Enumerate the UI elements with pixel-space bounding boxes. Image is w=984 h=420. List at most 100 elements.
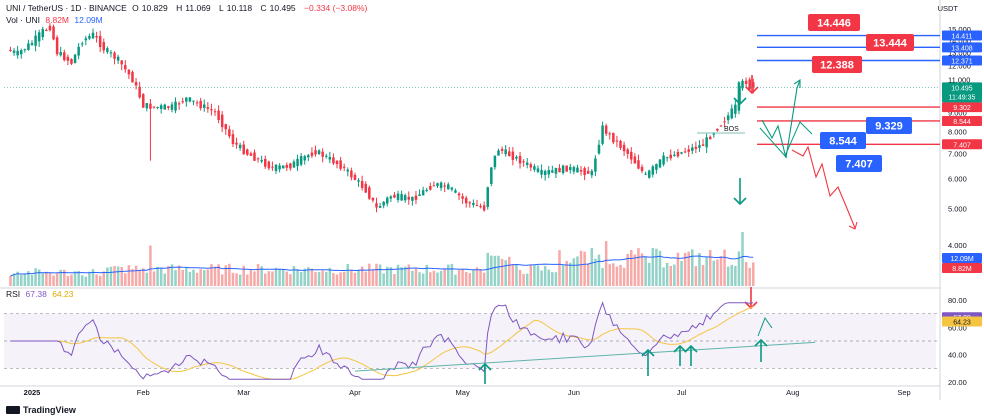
candle-body	[278, 165, 281, 170]
candle-body	[687, 149, 690, 152]
volume-bar	[508, 256, 511, 286]
volume-badge-label: 8.82M	[952, 266, 972, 273]
candle-body	[425, 189, 428, 191]
volume-bar	[432, 270, 436, 286]
candle-body	[350, 170, 353, 178]
candle-body	[386, 197, 389, 204]
candle-body	[124, 65, 127, 70]
candle-body	[116, 56, 120, 61]
level-badge-label: 8.544	[953, 119, 971, 126]
candle-body	[400, 194, 403, 201]
time-tick-label: Jun	[568, 388, 580, 397]
volume-bar	[734, 265, 737, 286]
price-callout-label: 12.388	[820, 60, 854, 72]
candle-body	[558, 167, 561, 173]
candle-body	[421, 190, 425, 196]
time-tick-label: Aug	[786, 388, 799, 397]
volume-bar	[45, 271, 48, 286]
candle-body	[321, 151, 324, 157]
volume-bar	[547, 269, 550, 286]
volume-bar	[228, 263, 231, 286]
volume-bar	[741, 232, 744, 286]
candle-body	[307, 155, 310, 158]
volume-bar	[579, 250, 583, 286]
time-tick-label: 2025	[24, 388, 41, 397]
volume-bar	[364, 271, 367, 286]
candle-body	[52, 26, 55, 40]
volume-bar	[37, 269, 41, 286]
volume-bar	[346, 263, 350, 286]
level-badge	[942, 102, 982, 113]
candle-body	[619, 140, 622, 149]
candle-body	[109, 52, 113, 54]
volume-bar	[73, 271, 77, 286]
candle-body	[508, 151, 511, 157]
volume-bar	[106, 267, 109, 286]
candle-body	[134, 82, 138, 86]
candle-body	[106, 48, 109, 52]
candle-body	[500, 148, 504, 151]
volume-bar	[468, 273, 472, 286]
projection-up-path	[761, 79, 801, 159]
candle-body	[324, 155, 328, 157]
candle-body	[536, 168, 540, 172]
volume-bar	[371, 269, 375, 286]
volume-bar	[145, 272, 149, 286]
volume-bar	[378, 264, 382, 286]
volume-bar	[694, 266, 698, 286]
volume-bar	[66, 276, 70, 286]
volume-badge	[942, 253, 982, 263]
volume-bar	[30, 275, 34, 286]
volume-bar	[457, 270, 461, 286]
candle-body	[55, 37, 59, 55]
candle-body	[464, 197, 468, 204]
candle-body	[16, 50, 19, 56]
candle-body	[655, 164, 658, 170]
candle-body	[432, 185, 436, 187]
candle-body	[669, 154, 673, 159]
volume-bar	[181, 270, 184, 286]
volume-bar	[461, 268, 464, 286]
volume-bar	[752, 262, 755, 286]
arrow-up-green-rsi-head	[673, 344, 687, 353]
volume-bar	[536, 265, 540, 286]
volume-bar	[554, 272, 558, 286]
volume-bar	[597, 254, 601, 286]
volume-bar	[368, 263, 371, 286]
volume-bar	[576, 256, 579, 286]
volume-bar	[691, 249, 694, 286]
candle-body	[594, 158, 597, 172]
volume-bar	[429, 272, 432, 286]
volume-bar	[637, 248, 640, 286]
candle-body	[328, 156, 332, 160]
volume-bar	[533, 264, 536, 286]
candle-body	[63, 52, 66, 61]
volume-bar	[256, 264, 260, 286]
volume-bar	[192, 269, 195, 286]
volume-bar	[127, 265, 131, 286]
candle-body	[145, 103, 149, 109]
candle-body	[299, 156, 303, 165]
volume-bar	[159, 268, 163, 286]
volume-bar	[131, 269, 134, 286]
candle-body	[368, 187, 371, 199]
candle-body	[705, 137, 708, 148]
volume-bar	[658, 250, 662, 286]
rsi-tick-label: 20.00	[948, 378, 967, 387]
candle-body	[601, 125, 604, 144]
volume-bar	[116, 266, 120, 286]
candle-body	[529, 164, 533, 168]
candle-body	[9, 49, 12, 52]
low-value: 10.118	[226, 3, 253, 13]
volume-bar	[551, 272, 554, 286]
candle-body	[651, 166, 655, 175]
volume-bar	[583, 251, 586, 286]
candle-body	[249, 153, 253, 156]
candle-body	[662, 155, 665, 165]
candle-body	[551, 170, 554, 173]
candle-body	[88, 36, 91, 39]
candle-body	[414, 195, 418, 200]
volume-bar	[357, 269, 360, 286]
volume-bar	[633, 254, 637, 286]
